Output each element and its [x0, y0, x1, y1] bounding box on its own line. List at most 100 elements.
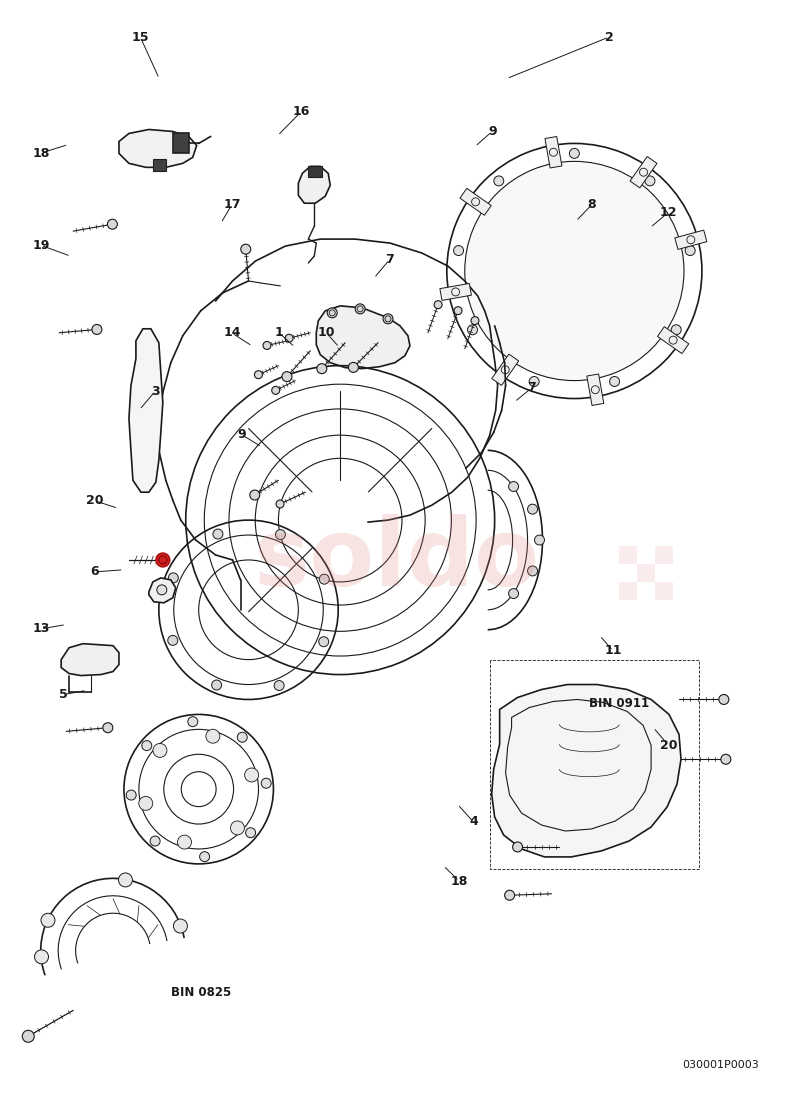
Polygon shape	[460, 188, 491, 216]
Bar	[637, 546, 655, 564]
Circle shape	[156, 553, 169, 566]
Circle shape	[92, 324, 102, 334]
Circle shape	[108, 219, 117, 229]
Polygon shape	[657, 327, 689, 353]
Circle shape	[177, 835, 192, 849]
Polygon shape	[587, 374, 604, 406]
Circle shape	[527, 565, 538, 576]
Bar	[619, 564, 637, 582]
Bar	[655, 582, 673, 600]
Circle shape	[287, 339, 295, 348]
Circle shape	[276, 500, 284, 508]
Circle shape	[512, 842, 523, 851]
Text: 19: 19	[32, 239, 50, 252]
Circle shape	[454, 245, 463, 255]
Text: 3: 3	[151, 385, 160, 397]
Circle shape	[139, 796, 153, 811]
Polygon shape	[153, 160, 166, 172]
Text: 16: 16	[292, 104, 310, 118]
Circle shape	[434, 300, 442, 309]
Circle shape	[265, 345, 272, 353]
Circle shape	[508, 588, 519, 598]
Circle shape	[246, 827, 256, 838]
Circle shape	[22, 1031, 34, 1043]
Circle shape	[230, 821, 245, 835]
Circle shape	[508, 482, 519, 492]
Circle shape	[211, 680, 222, 690]
Circle shape	[276, 529, 285, 540]
Circle shape	[383, 314, 393, 323]
Circle shape	[529, 376, 539, 386]
Circle shape	[471, 317, 479, 324]
Circle shape	[206, 729, 220, 744]
Polygon shape	[545, 136, 562, 168]
Circle shape	[355, 304, 365, 313]
Polygon shape	[492, 354, 519, 385]
Text: 10: 10	[318, 327, 335, 340]
Text: 5: 5	[59, 689, 67, 701]
Circle shape	[119, 873, 132, 887]
Polygon shape	[308, 166, 322, 177]
Circle shape	[672, 324, 681, 334]
Text: 20: 20	[86, 494, 103, 507]
Text: 9: 9	[488, 124, 497, 138]
Text: 17: 17	[223, 198, 241, 211]
Circle shape	[569, 148, 580, 158]
Circle shape	[454, 307, 462, 315]
Circle shape	[317, 364, 327, 374]
Circle shape	[245, 768, 259, 782]
Circle shape	[238, 733, 247, 742]
Polygon shape	[630, 156, 657, 188]
Text: 2: 2	[605, 31, 614, 44]
Circle shape	[465, 162, 684, 381]
Text: 15: 15	[131, 31, 149, 44]
Circle shape	[493, 176, 504, 186]
Polygon shape	[675, 230, 706, 250]
Circle shape	[35, 950, 48, 964]
Circle shape	[271, 384, 279, 392]
Text: 6: 6	[90, 565, 99, 579]
Polygon shape	[61, 644, 119, 675]
Polygon shape	[173, 133, 188, 153]
Circle shape	[157, 585, 167, 595]
Text: 14: 14	[223, 327, 241, 340]
Circle shape	[188, 717, 198, 727]
Text: 1: 1	[275, 327, 284, 340]
Circle shape	[126, 790, 136, 800]
Bar	[637, 582, 655, 600]
Circle shape	[261, 779, 271, 789]
Circle shape	[249, 490, 260, 500]
Polygon shape	[316, 306, 410, 368]
Text: soldo: soldo	[253, 514, 539, 606]
Circle shape	[241, 244, 251, 254]
Polygon shape	[440, 284, 471, 300]
Bar	[619, 582, 637, 600]
Text: 9: 9	[238, 428, 246, 441]
Circle shape	[318, 637, 329, 647]
Bar	[655, 564, 673, 582]
Circle shape	[142, 740, 152, 750]
Polygon shape	[129, 329, 163, 492]
Circle shape	[719, 694, 729, 704]
Text: 18: 18	[451, 874, 468, 888]
Text: 030001P0003: 030001P0003	[682, 1060, 759, 1070]
Polygon shape	[492, 684, 681, 857]
Circle shape	[41, 913, 55, 927]
Circle shape	[327, 308, 337, 318]
Circle shape	[527, 504, 538, 514]
Bar	[655, 546, 673, 564]
Circle shape	[610, 376, 619, 386]
Circle shape	[282, 372, 292, 382]
Circle shape	[213, 529, 223, 539]
Circle shape	[535, 535, 544, 544]
Text: 7: 7	[527, 382, 536, 394]
Circle shape	[348, 362, 359, 373]
Bar	[637, 564, 655, 582]
Text: 20: 20	[660, 738, 677, 751]
Polygon shape	[149, 578, 176, 603]
Text: BIN 0825: BIN 0825	[171, 987, 231, 999]
Text: 7: 7	[386, 253, 394, 266]
Circle shape	[645, 176, 655, 186]
Text: 12: 12	[660, 206, 677, 219]
Circle shape	[200, 851, 210, 861]
